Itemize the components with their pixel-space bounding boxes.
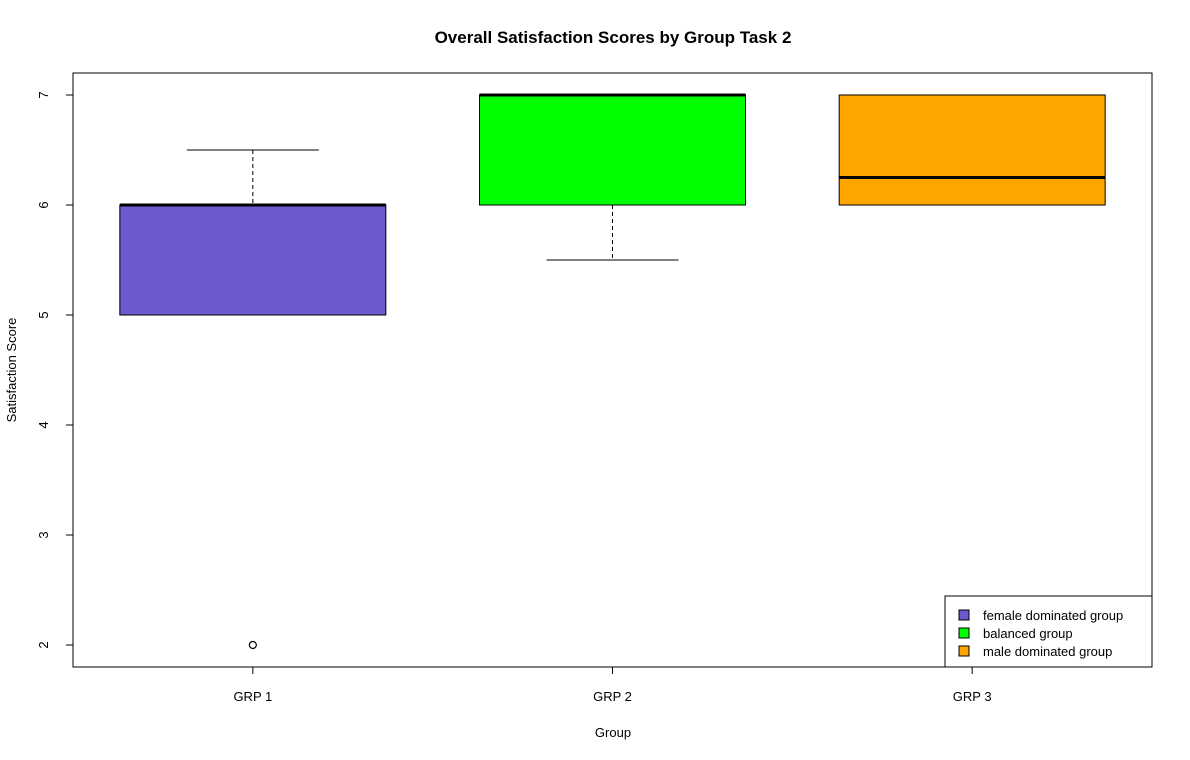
outlier-point — [248, 640, 257, 650]
x-tick-label: GRP 2 — [593, 689, 632, 704]
y-tick-label: 3 — [36, 531, 51, 538]
legend-label: balanced group — [983, 626, 1073, 641]
legend-swatch — [958, 609, 970, 621]
y-axis-label: Satisfaction Score — [4, 318, 19, 423]
box-2 — [479, 93, 746, 261]
legend-swatch — [958, 627, 970, 639]
legend: female dominated group balanced group male… — [944, 595, 1153, 668]
legend-label: female dominated group — [983, 608, 1123, 623]
x-tick-label: GRP 3 — [953, 689, 992, 704]
x-tick-label: GRP 1 — [233, 689, 272, 704]
y-tick-label: 2 — [36, 641, 51, 648]
y-tick-label: 7 — [36, 91, 51, 98]
box-body — [479, 94, 746, 206]
legend-swatch — [958, 645, 970, 657]
box-layer — [119, 93, 1106, 650]
legend-label: male dominated group — [983, 644, 1112, 659]
box-1 — [119, 149, 387, 650]
y-axis: 2 3 4 5 6 7 — [36, 91, 73, 649]
box-body — [838, 94, 1106, 206]
y-tick-label: 4 — [36, 421, 51, 428]
x-axis: GRP 1 GRP 2 GRP 3 — [233, 667, 992, 704]
x-axis-label: Group — [595, 725, 631, 740]
y-tick-label: 6 — [36, 201, 51, 208]
y-tick-label: 5 — [36, 311, 51, 318]
chart-title: Overall Satisfaction Scores by Group Tas… — [435, 28, 792, 47]
box-3 — [838, 94, 1106, 206]
legend-box — [944, 595, 1153, 668]
box-body — [119, 204, 387, 316]
